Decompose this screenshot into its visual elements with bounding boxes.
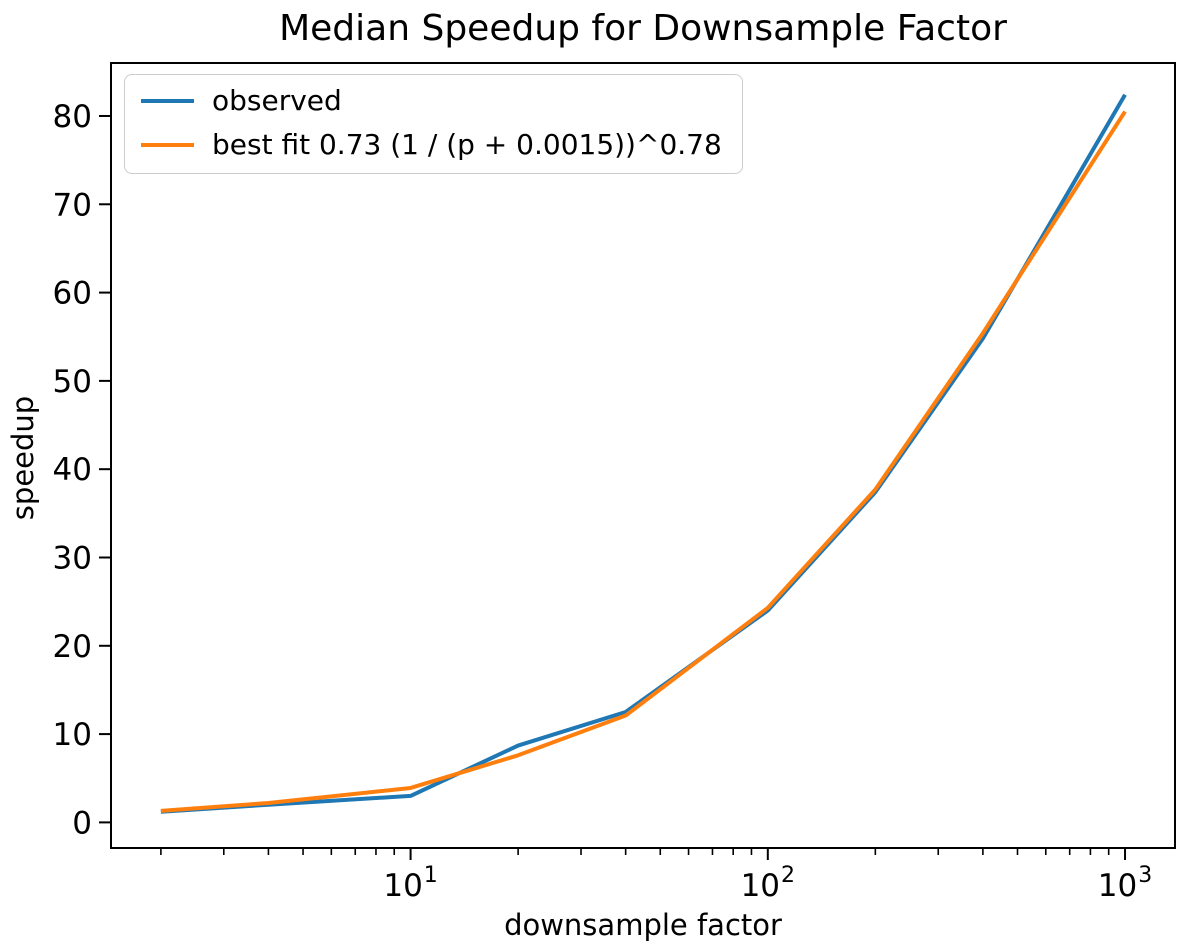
x-axis-label: downsample factor — [504, 908, 782, 942]
y-tick-label: 20 — [53, 629, 92, 665]
y-tick-label: 70 — [53, 187, 92, 223]
series-line-0 — [160, 93, 1127, 814]
legend: observed best fit 0.73 (1 / (p + 0.0015))… — [124, 74, 743, 175]
y-tick-label: 80 — [53, 99, 92, 135]
legend-label-1: best fit 0.73 (1 / (p + 0.0015))^0.78 — [212, 128, 722, 162]
x-tick-label: 101 — [383, 863, 437, 904]
legend-label-0: observed — [212, 84, 342, 117]
y-tick-label: 50 — [53, 364, 92, 400]
y-tick-label: 30 — [53, 540, 92, 576]
axes-spines — [110, 62, 1176, 849]
legend-item-1: best fit 0.73 (1 / (p + 0.0015))^0.78 — [141, 128, 722, 162]
y-axis-label: speedup — [6, 395, 40, 521]
chart-title: Median Speedup for Downsample Factor — [279, 8, 1007, 49]
y-tick-label: 40 — [53, 452, 92, 488]
legend-swatch-0 — [141, 99, 194, 104]
series-line-1 — [160, 110, 1127, 813]
y-tick-label: 60 — [53, 276, 92, 312]
y-tick-label: 10 — [53, 717, 92, 753]
x-tick-label: 103 — [1098, 863, 1152, 904]
legend-swatch-1 — [141, 143, 194, 148]
y-tick-label: 0 — [72, 805, 92, 841]
x-tick-label: 102 — [741, 863, 795, 904]
legend-item-0: observed — [141, 84, 722, 117]
